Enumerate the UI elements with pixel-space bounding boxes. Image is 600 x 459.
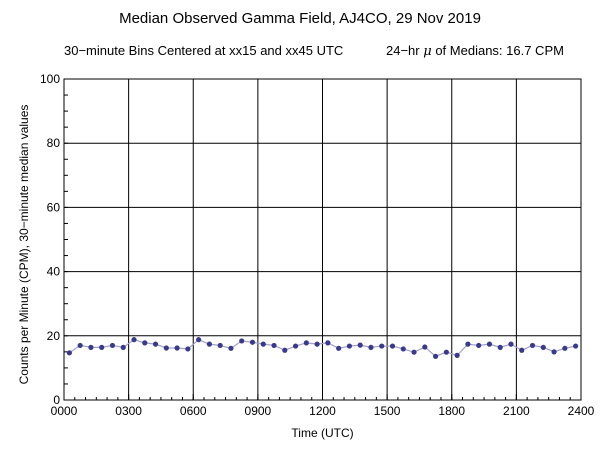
chart-subtitle-mean: 24−hr μ of Medians: 16.7 CPM: [386, 43, 564, 59]
x-axis-ticks: 0000 0300 0600 0900 1200 1500 1800 2100 2400: [51, 394, 595, 418]
data-point: [336, 345, 342, 351]
data-point: [239, 338, 245, 344]
data-point: [282, 347, 288, 353]
y-tick-label: 0: [53, 393, 60, 407]
x-tick-label: 0300: [115, 404, 142, 418]
data-point: [260, 341, 266, 347]
subtitle-mean-suffix: of Medians: 16.7 CPM: [435, 43, 564, 58]
data-point: [314, 341, 320, 347]
data-point: [109, 342, 116, 349]
data-point: [206, 341, 213, 347]
data-point: [325, 340, 331, 346]
data-point: [88, 344, 94, 350]
data-point: [292, 343, 299, 349]
data-point: [519, 347, 525, 353]
plot-frame: [63, 78, 582, 401]
chart-title: Median Observed Gamma Field, AJ4CO, 29 N…: [119, 10, 481, 27]
y-axis-ticks: 0 20 40 60 80 100: [40, 72, 68, 407]
y-tick-label: 20: [47, 329, 61, 343]
data-point: [152, 341, 159, 347]
data-point: [249, 339, 256, 345]
data-point: [562, 345, 568, 351]
data-point: [540, 344, 546, 350]
data-point: [163, 345, 169, 351]
data-point: [131, 337, 137, 343]
data-point: [196, 337, 202, 343]
data-point: [99, 344, 105, 350]
data-point: [357, 342, 363, 348]
data-point: [217, 342, 223, 349]
data-series: [66, 337, 579, 359]
data-point: [529, 342, 536, 349]
data-point: [120, 344, 126, 350]
data-point: [228, 345, 234, 351]
data-point: [77, 342, 83, 349]
data-point: [465, 341, 471, 347]
subtitle-mean-symbol: μ: [423, 44, 432, 59]
data-point: [486, 341, 493, 347]
x-tick-label: 0000: [51, 404, 78, 418]
data-point: [303, 340, 309, 346]
y-tick-label: 40: [47, 265, 61, 279]
data-point: [551, 349, 557, 355]
data-point: [66, 350, 72, 356]
data-point: [443, 349, 449, 355]
chart-subtitle-bins: 30−minute Bins Centered at xx15 and xx45…: [64, 43, 344, 58]
x-tick-label: 2100: [503, 404, 530, 418]
x-tick-label: 1200: [309, 404, 336, 418]
data-point: [346, 343, 353, 349]
y-tick-label: 60: [47, 200, 61, 214]
data-point: [432, 353, 439, 359]
data-point: [142, 340, 148, 346]
x-tick-label: 1500: [374, 404, 401, 418]
data-point: [422, 344, 428, 350]
data-point: [411, 349, 417, 355]
data-point: [368, 344, 374, 350]
y-axis-label: Counts per Minute (CPM), 30−minute media…: [17, 105, 31, 385]
data-point: [400, 346, 406, 352]
data-point: [271, 342, 277, 349]
data-point: [573, 343, 579, 349]
data-point: [185, 346, 191, 352]
chart-grid: [63, 78, 582, 401]
x-tick-label: 0900: [245, 404, 272, 418]
y-tick-label: 100: [40, 72, 60, 86]
data-point: [497, 344, 503, 350]
data-point: [476, 342, 482, 349]
x-tick-label: 2400: [568, 404, 595, 418]
y-tick-label: 80: [47, 136, 61, 150]
data-point: [454, 352, 460, 358]
data-point: [174, 345, 180, 351]
data-point: [379, 343, 385, 349]
x-axis-label: Time (UTC): [291, 426, 353, 440]
x-tick-label: 1800: [438, 404, 465, 418]
data-point: [508, 341, 514, 347]
subtitle-mean-prefix: 24−hr: [386, 43, 420, 58]
x-tick-label: 0600: [180, 404, 207, 418]
data-point: [389, 343, 396, 349]
